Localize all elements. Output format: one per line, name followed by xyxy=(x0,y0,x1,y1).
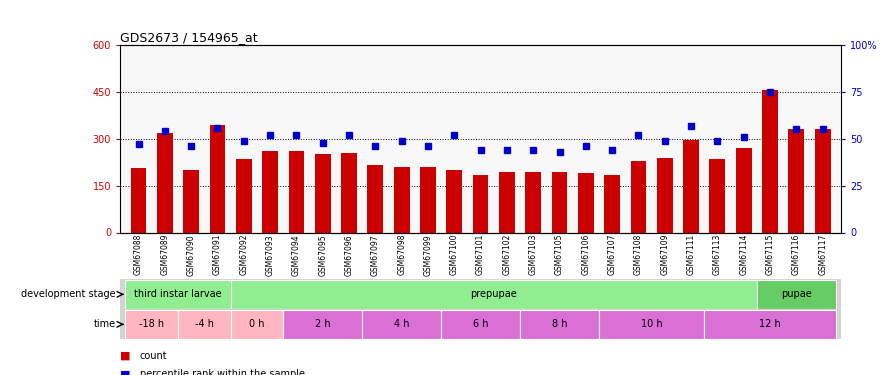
Bar xyxy=(709,159,725,232)
Bar xyxy=(604,175,620,232)
Bar xyxy=(231,310,283,339)
Bar xyxy=(736,148,751,232)
Bar xyxy=(441,310,520,339)
Bar xyxy=(684,140,699,232)
Bar xyxy=(447,170,462,232)
Bar xyxy=(762,90,778,232)
Bar xyxy=(283,310,362,339)
Text: 2 h: 2 h xyxy=(315,320,330,329)
Text: count: count xyxy=(140,351,167,361)
Text: 12 h: 12 h xyxy=(759,320,781,329)
Bar xyxy=(599,310,704,339)
Bar xyxy=(499,172,514,232)
Bar xyxy=(368,165,384,232)
Text: prepupae: prepupae xyxy=(471,290,517,299)
Bar xyxy=(236,159,252,232)
Bar xyxy=(183,170,199,232)
Bar xyxy=(789,129,805,232)
Text: 0 h: 0 h xyxy=(249,320,264,329)
Text: development stage: development stage xyxy=(21,290,116,299)
Bar xyxy=(552,172,568,232)
Bar xyxy=(814,129,830,232)
Text: 6 h: 6 h xyxy=(473,320,489,329)
Text: 8 h: 8 h xyxy=(552,320,567,329)
Bar xyxy=(288,151,304,232)
Bar xyxy=(125,280,231,309)
Bar xyxy=(210,124,225,232)
Text: 10 h: 10 h xyxy=(641,320,662,329)
Bar xyxy=(525,172,541,232)
Bar xyxy=(578,173,594,232)
Text: third instar larvae: third instar larvae xyxy=(134,290,222,299)
Text: GDS2673 / 154965_at: GDS2673 / 154965_at xyxy=(120,31,258,44)
Bar xyxy=(178,310,231,339)
Bar xyxy=(362,310,441,339)
Bar xyxy=(393,167,409,232)
Bar xyxy=(473,175,489,232)
Bar xyxy=(704,310,836,339)
Bar xyxy=(756,280,836,309)
Bar xyxy=(341,153,357,232)
Text: pupae: pupae xyxy=(781,290,812,299)
Bar xyxy=(420,167,436,232)
Text: 4 h: 4 h xyxy=(394,320,409,329)
Bar xyxy=(520,310,599,339)
Text: -18 h: -18 h xyxy=(139,320,165,329)
Bar xyxy=(157,132,173,232)
Bar xyxy=(315,154,330,232)
Bar xyxy=(131,168,147,232)
Text: ■: ■ xyxy=(120,369,131,375)
Text: -4 h: -4 h xyxy=(195,320,214,329)
Bar xyxy=(125,310,178,339)
Text: percentile rank within the sample: percentile rank within the sample xyxy=(140,369,304,375)
Bar xyxy=(657,158,673,232)
Bar xyxy=(263,151,278,232)
Text: ■: ■ xyxy=(120,351,131,361)
Bar xyxy=(231,280,756,309)
Text: time: time xyxy=(93,320,116,329)
Bar xyxy=(631,160,646,232)
